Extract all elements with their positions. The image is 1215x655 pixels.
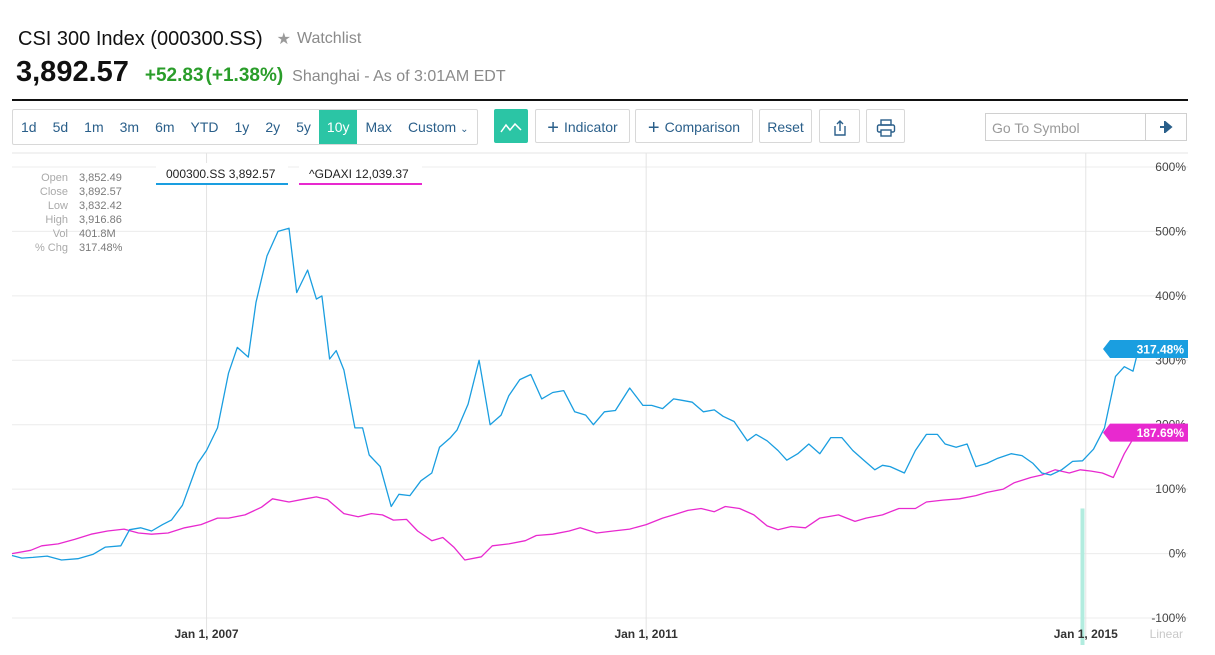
legend-comparison-series[interactable]: ^GDAXI 12,039.37 (299, 163, 422, 185)
end-label-tag (1103, 340, 1188, 359)
star-icon[interactable]: ★ (276, 31, 291, 48)
percent-change-value: 317.48% (79, 242, 123, 254)
plus-icon: + (647, 117, 660, 139)
y-tick-label: 500% (1155, 224, 1186, 238)
range-1m[interactable]: 1m (84, 119, 104, 135)
y-tick-label: 600% (1155, 160, 1186, 174)
range-6m[interactable]: 6m (155, 119, 175, 135)
reset-button[interactable]: Reset (759, 109, 812, 143)
plus-icon: + (547, 117, 559, 139)
ohlc-panel: Open 3,852.49 Close 3,892.57 Low 3,832.42 H… (28, 171, 122, 255)
custom-label: Custom (407, 119, 457, 135)
header-divider (12, 99, 1188, 101)
end-label-gdaxi: 187.69% (1103, 423, 1188, 442)
open-value: 3,852.49 (79, 172, 122, 184)
x-tick-label: Jan 1, 2011 (614, 627, 678, 641)
watchlist-link[interactable]: Watchlist (296, 30, 362, 47)
close-value: 3,892.57 (79, 186, 122, 198)
line-chart-icon (500, 123, 522, 133)
price-row: 3,892.57 +52.83 (+1.38%) Shanghai - As o… (16, 56, 506, 92)
x-axis-ticks: Jan 1, 2007 Jan 1, 2011 Jan 1, 2015 (175, 627, 1119, 641)
high-label: High (45, 214, 68, 226)
print-button[interactable] (866, 109, 905, 143)
chart-toolbar: 1d 5d 1m 3m 6m YTD 1y 2y 5y 10y Max Cust… (12, 109, 1190, 145)
quote-title-row: CSI 300 Index (000300.SS) ★ Watchlist (18, 26, 361, 52)
end-label-tag (1103, 423, 1188, 442)
y-axis-ticks: 600%500%400%300%200%100%0%-100% (1151, 160, 1186, 625)
as-of-timestamp: Shanghai - As of 3:01AM EDT (292, 68, 506, 85)
volume-bar (1080, 508, 1085, 645)
price-change-percent: (+1.38%) (205, 65, 284, 86)
scale-mode-label[interactable]: Linear (1150, 627, 1183, 641)
x-tick-label: Jan 1, 2015 (1054, 627, 1118, 641)
series-line-000300ss (11, 227, 1140, 561)
range-selector: 1d 5d 1m 3m 6m YTD 1y 2y 5y 10y Max Cust… (12, 109, 478, 145)
share-icon (833, 120, 846, 136)
chevron-down-icon: ⌄ (460, 124, 469, 135)
share-button[interactable] (819, 109, 860, 143)
y-tick-label: -100% (1151, 611, 1186, 625)
chart-type-button[interactable] (494, 109, 528, 143)
legend-main-series[interactable]: 000300.SS 3,892.57 (156, 163, 288, 185)
open-label: Open (41, 172, 68, 184)
symbol-search-input[interactable] (986, 114, 1154, 142)
low-value: 3,832.42 (79, 200, 122, 212)
series-lines (11, 227, 1140, 561)
range-max[interactable]: Max (365, 119, 392, 135)
arrow-right-icon (1160, 121, 1173, 133)
range-10y[interactable]: 10y (318, 110, 358, 144)
comparison-button[interactable]: + Comparison (635, 109, 753, 143)
y-tick-label: 0% (1169, 547, 1187, 561)
indicator-label: Indicator (563, 119, 618, 135)
last-price: 3,892.57 (16, 56, 129, 88)
y-tick-label: 100% (1155, 482, 1186, 496)
comparison-label: Comparison (664, 119, 741, 135)
end-label-text: 187.69% (1137, 426, 1185, 440)
volume-value: 401.8M (79, 228, 116, 240)
symbol-search (985, 113, 1187, 142)
low-label: Low (47, 200, 68, 212)
range-2y[interactable]: 2y (265, 119, 281, 135)
range-custom[interactable]: Custom ⌄ (400, 110, 477, 144)
range-1y[interactable]: 1y (234, 119, 250, 135)
page-title: CSI 300 Index (000300.SS) (18, 27, 263, 50)
grid (12, 153, 1188, 640)
end-label-text: 317.48% (1137, 343, 1185, 357)
series-line-gdaxi (11, 432, 1139, 561)
range-1d[interactable]: 1d (21, 119, 37, 135)
volume-bars (1080, 508, 1085, 645)
close-label: Close (39, 186, 68, 198)
range-5y[interactable]: 5y (296, 119, 311, 135)
price-chart[interactable]: 600%500%400%300%200%100%0%-100% Jan 1, 2… (0, 150, 1215, 655)
price-change: +52.83 (144, 65, 204, 86)
end-label-000300ss: 317.48% (1103, 340, 1188, 359)
y-tick-label: 400% (1155, 289, 1186, 303)
high-value: 3,916.86 (79, 214, 122, 226)
volume-label: Vol (52, 228, 68, 240)
range-5d[interactable]: 5d (52, 119, 69, 135)
range-3m[interactable]: 3m (119, 119, 140, 135)
go-button[interactable] (1145, 114, 1186, 140)
percent-change-label: % Chg (34, 242, 68, 254)
end-labels: 187.69% 317.48% (1103, 340, 1188, 442)
range-ytd[interactable]: YTD (190, 119, 219, 135)
indicator-button[interactable]: + Indicator (535, 109, 630, 143)
print-icon (876, 119, 895, 137)
x-tick-label: Jan 1, 2007 (175, 627, 239, 641)
